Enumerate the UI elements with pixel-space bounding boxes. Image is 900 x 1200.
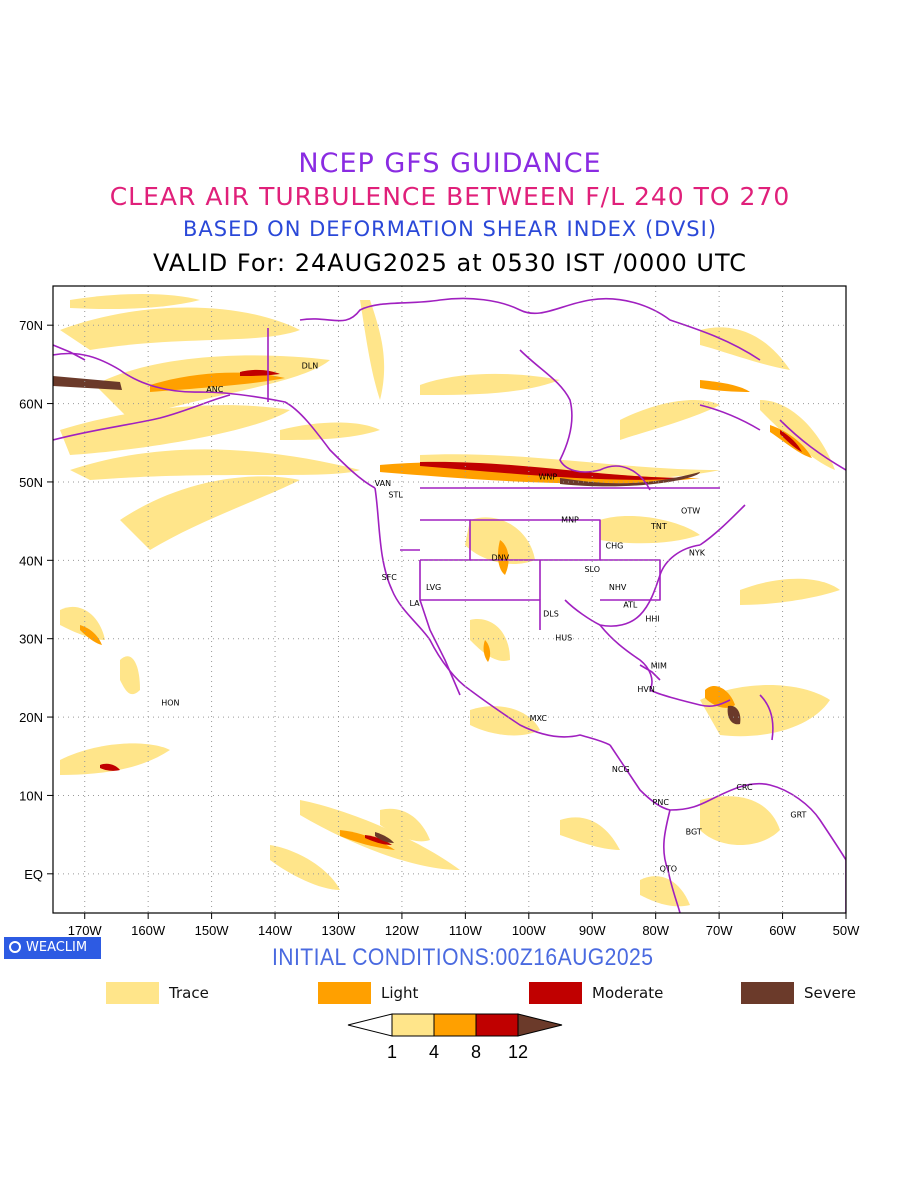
station-dln: DLN bbox=[302, 361, 319, 370]
station-pnc: PNC bbox=[653, 798, 670, 807]
colorbar-severe bbox=[517, 1013, 563, 1037]
colorbar-label-8: 8 bbox=[471, 1042, 481, 1062]
station-hus: HUS bbox=[555, 633, 572, 642]
legend-label-trace: Trace bbox=[169, 984, 209, 1002]
lon-tick-label: 130W bbox=[321, 923, 356, 938]
lon-tick-label: 60W bbox=[769, 923, 796, 938]
weaclim-label: WEACLIM bbox=[26, 940, 88, 955]
station-atl: ATL bbox=[623, 600, 638, 609]
lon-tick-label: 110W bbox=[449, 923, 483, 938]
colorbar-label-12: 12 bbox=[508, 1042, 528, 1062]
title-line-2: CLEAR AIR TURBULENCE BETWEEN F/L 240 TO … bbox=[109, 182, 791, 211]
colorbar-trace bbox=[391, 1013, 435, 1037]
moderate-areas bbox=[100, 369, 802, 845]
station-crc: CRC bbox=[736, 783, 753, 792]
weaclim-badge: WEACLIM bbox=[4, 937, 101, 959]
station-mnp: MNP bbox=[561, 516, 579, 525]
lat-tick-label: 60N bbox=[19, 397, 43, 412]
station-labels: DLN ANC VAN STL WNP OTW TNT MNP CHG NYK DNV SFC SLO L… bbox=[161, 361, 806, 873]
station-hvn: HVN bbox=[637, 685, 654, 694]
station-chg: CHG bbox=[606, 542, 624, 551]
station-sfc: SFC bbox=[382, 573, 398, 582]
station-nhv: NHV bbox=[609, 583, 627, 592]
legend-label-severe: Severe bbox=[804, 984, 856, 1002]
lon-tick-label: 70W bbox=[706, 923, 733, 938]
map-frame bbox=[52, 285, 847, 914]
station-slo: SLO bbox=[584, 565, 600, 574]
lat-lon-grid bbox=[53, 286, 846, 913]
station-wnp: WNP bbox=[538, 473, 557, 482]
political-boundaries bbox=[53, 297, 846, 913]
station-mim: MIM bbox=[651, 661, 667, 670]
station-mxc: MXC bbox=[530, 714, 548, 723]
legend-label-moderate: Moderate bbox=[592, 984, 664, 1002]
title-line-1: NCEP GFS GUIDANCE bbox=[298, 148, 602, 179]
station-stl: STL bbox=[388, 491, 403, 500]
trace-areas bbox=[60, 294, 840, 907]
lon-tick-label: 100W bbox=[512, 923, 547, 938]
lat-tick-label: 30N bbox=[19, 632, 43, 647]
station-hon: HON bbox=[161, 698, 179, 707]
station-grt: GRT bbox=[790, 810, 806, 819]
legend-swatch-light bbox=[318, 982, 371, 1004]
colorbar: 1 4 8 12 bbox=[347, 1013, 563, 1062]
lat-tick-label: 20N bbox=[19, 710, 43, 725]
lon-tick-label: 120W bbox=[385, 923, 420, 938]
lat-tick-label: 70N bbox=[19, 318, 43, 333]
lon-tick-label: 90W bbox=[579, 923, 606, 938]
station-bgt: BGT bbox=[686, 828, 702, 837]
legend-swatch-severe bbox=[741, 982, 794, 1004]
weaclim-logo-icon bbox=[9, 941, 21, 953]
legend-swatch-trace bbox=[106, 982, 159, 1004]
legend-label-light: Light bbox=[381, 984, 419, 1002]
station-anc: ANC bbox=[206, 385, 223, 394]
station-nyk: NYK bbox=[689, 549, 706, 558]
title-line-3: BASED ON DEFORMATION SHEAR INDEX (DVSI) bbox=[182, 217, 718, 241]
colorbar-label-4: 4 bbox=[429, 1042, 439, 1062]
lon-tick-label: 150W bbox=[195, 923, 230, 938]
legend-swatch-moderate bbox=[529, 982, 582, 1004]
station-qto: QTO bbox=[660, 864, 677, 873]
lat-tick-label: 40N bbox=[19, 553, 43, 568]
map-axes: 70N 60N 50N 40N 30N 20N 10N EQ 170W 160W 150W 140W 1… bbox=[19, 318, 860, 938]
station-dnv: DNV bbox=[491, 553, 509, 562]
lon-tick-label: 50W bbox=[833, 923, 860, 938]
station-ncg: NCG bbox=[612, 765, 630, 774]
station-tnt: TNT bbox=[650, 522, 667, 531]
lon-tick-label: 140W bbox=[258, 923, 293, 938]
lat-tick-label: 10N bbox=[19, 788, 43, 803]
station-otw: OTW bbox=[681, 506, 700, 515]
lat-tick-label: 50N bbox=[19, 475, 43, 490]
station-hhi: HHI bbox=[645, 614, 659, 623]
lat-tick-label: EQ bbox=[24, 867, 43, 882]
light-areas bbox=[80, 372, 812, 850]
lon-tick-label: 80W bbox=[642, 923, 669, 938]
colorbar-moderate bbox=[475, 1013, 519, 1037]
colorbar-label-1: 1 bbox=[387, 1042, 397, 1062]
station-lvg: LVG bbox=[426, 583, 441, 592]
valid-time: VALID For: 24AUG2025 at 0530 IST /0000 U… bbox=[153, 249, 747, 277]
lon-tick-label: 160W bbox=[131, 923, 166, 938]
severe-areas bbox=[53, 376, 741, 843]
initial-conditions: INITIAL CONDITIONS:00Z16AUG2025 bbox=[272, 944, 654, 971]
colorbar-light bbox=[433, 1013, 477, 1037]
station-van: VAN bbox=[375, 479, 391, 488]
station-dls: DLS bbox=[543, 610, 559, 619]
lon-tick-label: 170W bbox=[68, 923, 103, 938]
station-la: LA bbox=[410, 599, 421, 608]
